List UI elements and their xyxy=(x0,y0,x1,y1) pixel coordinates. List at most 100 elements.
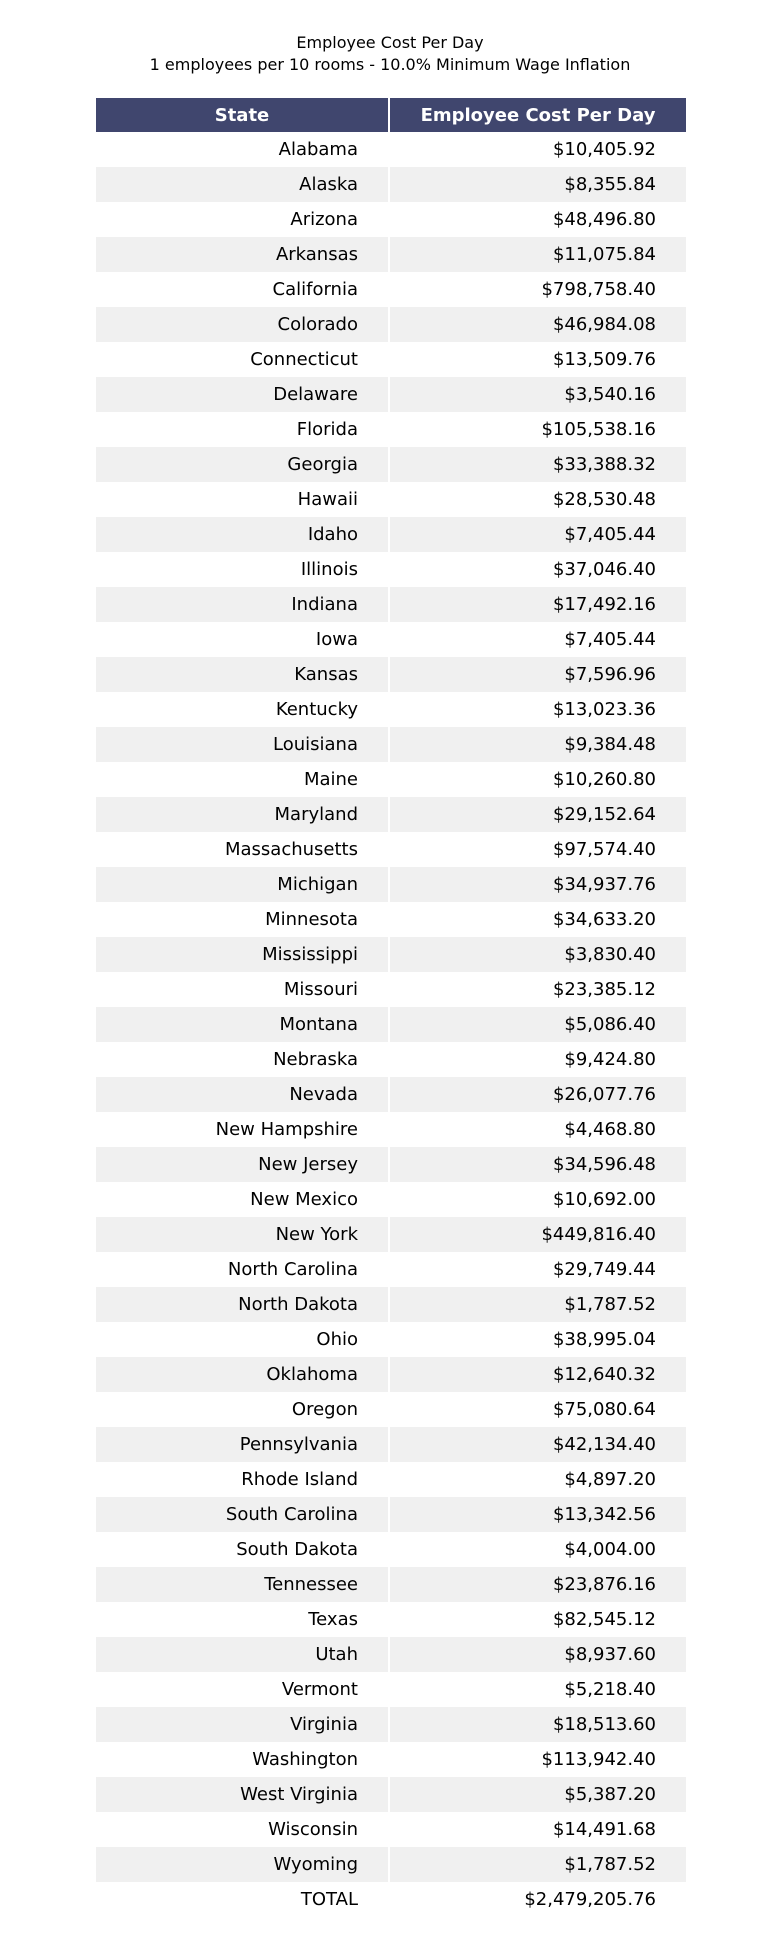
cost-cell: $10,692.00 xyxy=(552,1189,656,1210)
table-row: Indiana $17,492.16 xyxy=(96,587,686,622)
state-cell: Illinois xyxy=(96,552,390,587)
state-cell: Nevada xyxy=(96,1077,390,1112)
state-cell: California xyxy=(96,272,390,307)
table-row: Florida $105,538.16 xyxy=(96,412,686,447)
state-cell: New Jersey xyxy=(96,1147,390,1182)
state-cell: Oklahoma xyxy=(96,1357,390,1392)
cost-cell: $28,530.48 xyxy=(552,489,656,510)
state-cell: Maryland xyxy=(96,797,390,832)
cost-cell: $8,937.60 xyxy=(564,1644,656,1665)
table-row: Hawaii $28,530.48 xyxy=(96,482,686,517)
state-cell: Connecticut xyxy=(96,342,390,377)
table-row: New York $449,816.40 xyxy=(96,1217,686,1252)
table-row: Alaska $8,355.84 xyxy=(96,167,686,202)
cost-cell: $82,545.12 xyxy=(552,1609,656,1630)
cost-cell: $33,388.32 xyxy=(552,454,656,475)
state-cell: Hawaii xyxy=(96,482,390,517)
cost-cell: $17,492.16 xyxy=(552,594,656,615)
table-row: Pennsylvania $42,134.40 xyxy=(96,1427,686,1462)
cost-cell: $29,152.64 xyxy=(552,804,656,825)
table-row: Wyoming $1,787.52 xyxy=(96,1847,686,1882)
table-row: Kentucky $13,023.36 xyxy=(96,692,686,727)
cost-cell: $5,387.20 xyxy=(564,1784,656,1805)
state-cell: North Dakota xyxy=(96,1287,390,1322)
table-row: Iowa $7,405.44 xyxy=(96,622,686,657)
cost-cell: $38,995.04 xyxy=(552,1329,656,1350)
table-row: Mississippi $3,830.40 xyxy=(96,937,686,972)
table-row: North Dakota $1,787.52 xyxy=(96,1287,686,1322)
cost-cell: $34,937.76 xyxy=(552,874,656,895)
cost-cell: $48,496.80 xyxy=(552,209,656,230)
state-cell: Louisiana xyxy=(96,727,390,762)
state-cell: Nebraska xyxy=(96,1042,390,1077)
state-cell: West Virginia xyxy=(96,1777,390,1812)
table-row: Utah $8,937.60 xyxy=(96,1637,686,1672)
state-cell: Alaska xyxy=(96,167,390,202)
cost-cell: $10,260.80 xyxy=(552,769,656,790)
cost-cell: $7,596.96 xyxy=(564,664,656,685)
table-row: Tennessee $23,876.16 xyxy=(96,1567,686,1602)
state-cell: Delaware xyxy=(96,377,390,412)
cost-cell: $14,491.68 xyxy=(552,1819,656,1840)
table-row: Nebraska $9,424.80 xyxy=(96,1042,686,1077)
cost-cell: $34,633.20 xyxy=(552,909,656,930)
cost-cell: $34,596.48 xyxy=(552,1154,656,1175)
table-row: Montana $5,086.40 xyxy=(96,1007,686,1042)
cost-cell: $4,004.00 xyxy=(564,1539,656,1560)
state-cell: Massachusetts xyxy=(96,832,390,867)
cost-cell: $18,513.60 xyxy=(552,1714,656,1735)
table-row: Virginia $18,513.60 xyxy=(96,1707,686,1742)
table-row: Ohio $38,995.04 xyxy=(96,1322,686,1357)
cost-cell: $8,355.84 xyxy=(564,174,656,195)
state-cell: Florida xyxy=(96,412,390,447)
table-row: Nevada $26,077.76 xyxy=(96,1077,686,1112)
chart-title-block: Employee Cost Per Day 1 employees per 10… xyxy=(0,32,760,76)
cost-cell: $9,384.48 xyxy=(564,734,656,755)
table-row: New Mexico $10,692.00 xyxy=(96,1182,686,1217)
table-row: Vermont $5,218.40 xyxy=(96,1672,686,1707)
header-cost: Employee Cost Per Day xyxy=(420,104,656,126)
table-row: Washington $113,942.40 xyxy=(96,1742,686,1777)
cost-cell: $7,405.44 xyxy=(564,629,656,650)
table-row: Alabama $10,405.92 xyxy=(96,132,686,167)
state-cell: Vermont xyxy=(96,1672,390,1707)
table-row: Illinois $37,046.40 xyxy=(96,552,686,587)
cost-cell: $42,134.40 xyxy=(552,1434,656,1455)
state-cell: Wisconsin xyxy=(96,1812,390,1847)
cost-cell: $7,405.44 xyxy=(564,524,656,545)
table-row: Arizona $48,496.80 xyxy=(96,202,686,237)
cost-cell: $1,787.52 xyxy=(564,1854,656,1875)
table-row: Massachusetts $97,574.40 xyxy=(96,832,686,867)
chart-subtitle: 1 employees per 10 rooms - 10.0% Minimum… xyxy=(149,55,631,74)
cost-cell: $3,830.40 xyxy=(564,944,656,965)
state-cell: Minnesota xyxy=(96,902,390,937)
table-row: North Carolina $29,749.44 xyxy=(96,1252,686,1287)
state-cell: Michigan xyxy=(96,867,390,902)
table-row: Oregon $75,080.64 xyxy=(96,1392,686,1427)
table-row: Idaho $7,405.44 xyxy=(96,517,686,552)
cost-cell: $105,538.16 xyxy=(541,419,656,440)
table-row: Oklahoma $12,640.32 xyxy=(96,1357,686,1392)
table-body: Alabama $10,405.92 Alaska $8,355.84 Arizona $… xyxy=(96,132,686,1917)
header-state: State xyxy=(96,98,390,132)
table-row: Delaware $3,540.16 xyxy=(96,377,686,412)
state-cell: Missouri xyxy=(96,972,390,1007)
cost-cell: $3,540.16 xyxy=(564,384,656,405)
state-cell: New Hampshire xyxy=(96,1112,390,1147)
state-cell: Wyoming xyxy=(96,1847,390,1882)
cost-cell: $5,218.40 xyxy=(564,1679,656,1700)
table-row: Louisiana $9,384.48 xyxy=(96,727,686,762)
table-row: Michigan $34,937.76 xyxy=(96,867,686,902)
state-cell: Indiana xyxy=(96,587,390,622)
state-cell: Utah xyxy=(96,1637,390,1672)
cost-cell: $37,046.40 xyxy=(552,559,656,580)
cost-cell: $4,468.80 xyxy=(564,1119,656,1140)
state-cell: TOTAL xyxy=(96,1882,390,1917)
cost-cell: $1,787.52 xyxy=(564,1294,656,1315)
table-row: Maryland $29,152.64 xyxy=(96,797,686,832)
state-cell: Kansas xyxy=(96,657,390,692)
cost-cell: $46,984.08 xyxy=(552,314,656,335)
state-cell: Virginia xyxy=(96,1707,390,1742)
cost-cell: $13,023.36 xyxy=(552,699,656,720)
chart-title: Employee Cost Per Day xyxy=(296,33,484,52)
